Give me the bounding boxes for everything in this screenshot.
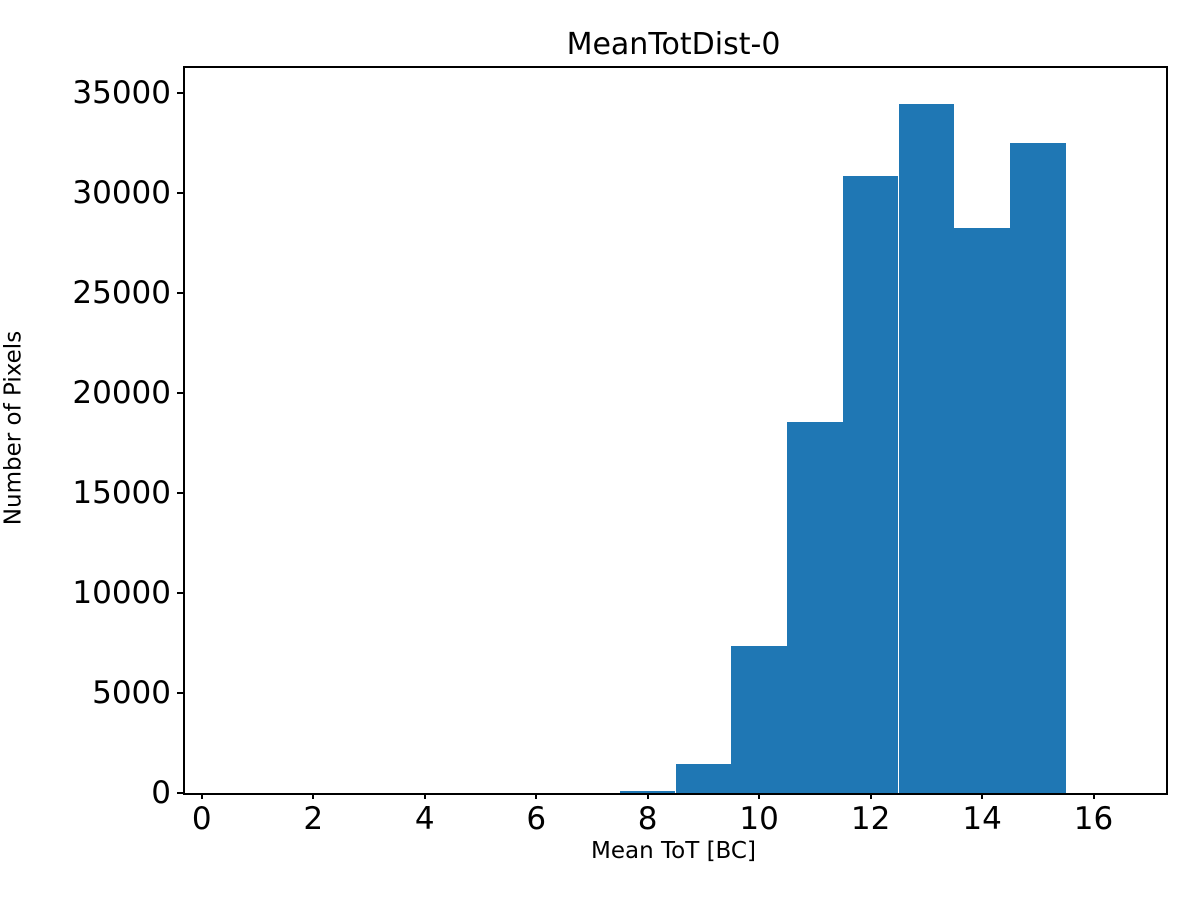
x-tick-mark — [423, 793, 426, 799]
x-tick-mark — [312, 793, 315, 799]
histogram-bar — [731, 645, 787, 793]
x-axis-label: Mean ToT [BC] — [591, 838, 756, 864]
y-tick-mark — [177, 691, 183, 694]
x-tick-mark — [535, 793, 538, 799]
histogram-bar — [898, 103, 955, 793]
x-tick-label: 2 — [303, 801, 324, 837]
chart-title: MeanTotDist-0 — [566, 27, 781, 62]
x-tick-mark — [981, 793, 984, 799]
x-tick-mark — [200, 793, 203, 799]
x-tick-label: 14 — [962, 801, 1002, 837]
x-tick-label: 10 — [739, 801, 779, 837]
y-tick-label: 35000 — [72, 74, 171, 111]
x-tick-mark — [869, 793, 872, 799]
histogram-bar — [675, 764, 732, 793]
y-tick-label: 25000 — [72, 274, 171, 311]
y-tick-mark — [177, 291, 183, 294]
histogram-bar — [1009, 142, 1066, 793]
histogram-bar — [787, 421, 843, 793]
y-tick-label: 0 — [151, 775, 171, 811]
plot-area — [183, 66, 1168, 795]
y-tick-label: 10000 — [72, 574, 171, 611]
x-tick-label: 16 — [1073, 801, 1114, 837]
x-tick-mark — [758, 793, 761, 799]
y-tick-mark — [177, 391, 183, 394]
histogram-bar — [842, 175, 899, 793]
x-tick-label: 12 — [850, 801, 891, 837]
x-tick-label: 8 — [637, 801, 658, 837]
histogram-bar — [954, 227, 1010, 793]
y-tick-label: 30000 — [72, 174, 171, 211]
y-tick-label: 15000 — [72, 474, 171, 511]
y-tick-mark — [177, 91, 183, 94]
x-tick-label: 4 — [414, 801, 435, 837]
y-tick-label: 20000 — [72, 374, 171, 411]
histogram-bar — [619, 790, 676, 793]
y-tick-mark — [177, 792, 183, 794]
y-tick-label: 5000 — [92, 674, 171, 711]
x-tick-mark — [1092, 793, 1095, 799]
y-tick-mark — [177, 491, 183, 494]
y-tick-mark — [177, 591, 183, 594]
y-tick-mark — [177, 191, 183, 194]
x-tick-label: 6 — [526, 801, 547, 837]
x-tick-label: 0 — [191, 801, 212, 837]
x-tick-mark — [646, 793, 649, 799]
